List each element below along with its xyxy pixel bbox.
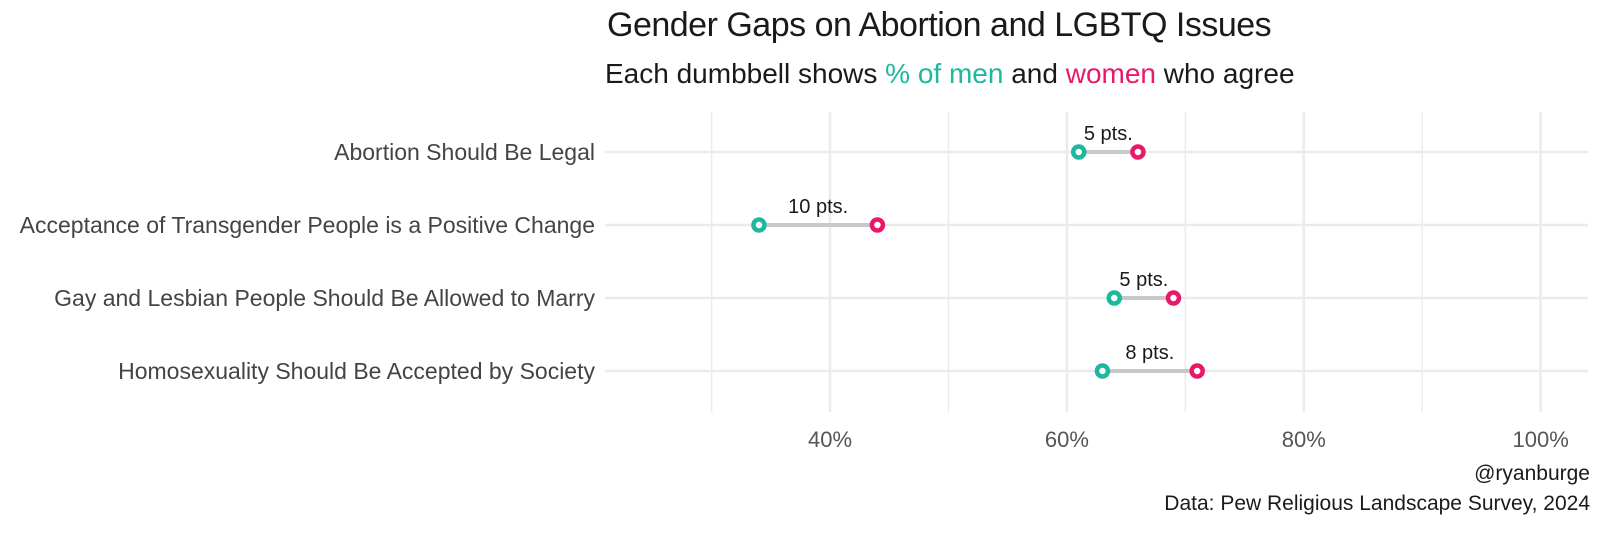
gap-label: 5 pts. xyxy=(1084,123,1133,145)
gap-label: 5 pts. xyxy=(1119,269,1168,291)
x-tick-label: 60% xyxy=(1045,427,1089,450)
chart-title: Gender Gaps on Abortion and LGBTQ Issues xyxy=(607,6,1272,44)
x-tick-label: 100% xyxy=(1512,427,1568,450)
women-point xyxy=(1130,144,1146,160)
x-tick-label: 80% xyxy=(1282,427,1326,450)
category-label: Gay and Lesbian People Should Be Allowed… xyxy=(54,285,595,311)
gap-label: 8 pts. xyxy=(1125,342,1174,364)
gap-label: 10 pts. xyxy=(788,196,848,218)
category-label: Abortion Should Be Legal xyxy=(334,139,595,165)
subtitle-middle: and xyxy=(1003,58,1066,89)
men-point xyxy=(1070,144,1087,160)
men-point xyxy=(1094,363,1111,379)
category-label: Homosexuality Should Be Accepted by Soci… xyxy=(118,358,595,384)
x-tick-label: 40% xyxy=(808,427,852,450)
dumbbell-chart: 40% 60% 80% 100% Abortion Should Be Legal Acc… xyxy=(20,112,1588,450)
subtitle-suffix: who agree xyxy=(1155,58,1295,89)
women-point xyxy=(1189,363,1205,379)
men-point xyxy=(1106,290,1123,306)
chart-subtitle: Each dumbbell shows % of men and women w… xyxy=(605,58,1295,90)
women-point xyxy=(1165,290,1182,306)
subtitle-men-label: % of men xyxy=(885,58,1004,89)
category-label: Acceptance of Transgender People is a Po… xyxy=(20,212,595,238)
caption-source: Data: Pew Religious Landscape Survey, 20… xyxy=(1164,492,1590,515)
caption-author: @ryanburge xyxy=(1474,462,1590,485)
women-point xyxy=(869,217,886,233)
subtitle-women-label: women xyxy=(1065,58,1156,89)
men-point xyxy=(751,217,767,233)
subtitle-prefix: Each dumbbell shows xyxy=(605,58,886,89)
